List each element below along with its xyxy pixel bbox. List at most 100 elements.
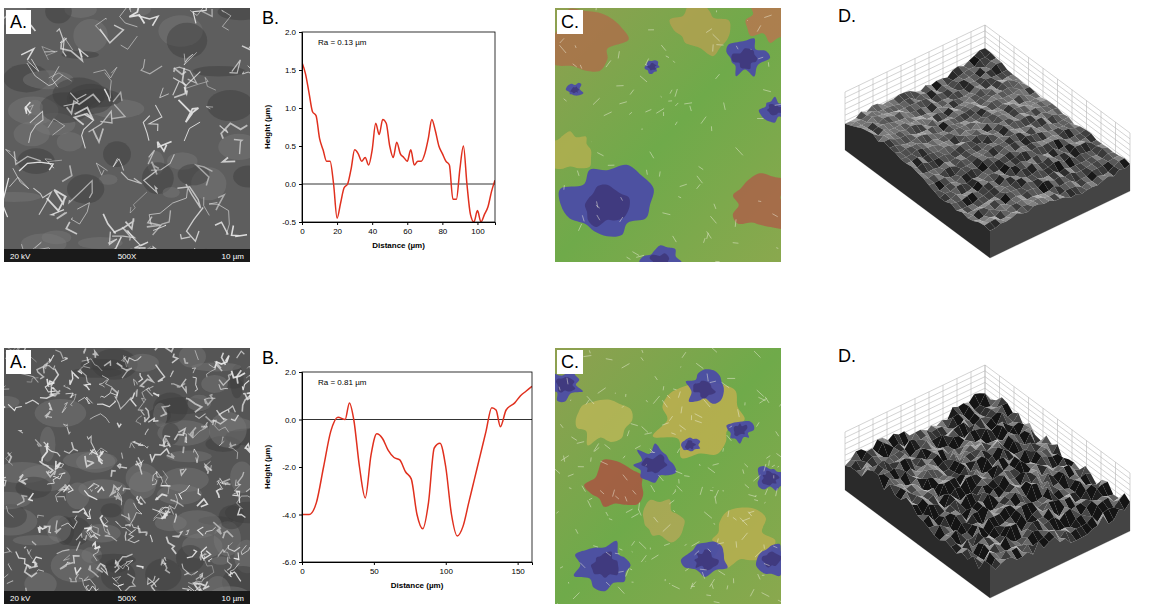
map-texture: [758, 201, 761, 203]
sem-ridge: [87, 509, 91, 519]
panel-letter-box: [557, 350, 583, 374]
map-texture: [646, 465, 647, 466]
sem-shade: [173, 510, 222, 538]
map-texture: [691, 415, 692, 420]
map-texture: [776, 431, 779, 436]
sem-ridge: [4, 548, 12, 553]
map-texture: [587, 396, 594, 404]
sem-ridge: [40, 387, 54, 398]
sem-shade: [103, 141, 131, 167]
sem-ridge: [100, 25, 124, 43]
sem-ridge: [182, 564, 189, 575]
sem-ridge: [149, 105, 162, 131]
map-texture: [648, 29, 654, 30]
sem-ridge: [136, 457, 142, 474]
map-texture: [662, 213, 670, 215]
map-low-core: [585, 184, 630, 227]
sem-ridge: [196, 575, 203, 579]
map-low-core: [731, 48, 757, 69]
surface-plot: [845, 25, 1130, 258]
sem-ridge: [209, 202, 229, 234]
sem-ridge: [113, 584, 123, 591]
map-texture: [642, 427, 648, 433]
sem-ridge: [144, 408, 149, 422]
map-low-region: [633, 444, 676, 483]
map-texture: [669, 583, 670, 584]
sem-ridge: [61, 516, 77, 529]
map-texture: [646, 400, 648, 402]
map-texture: [661, 45, 666, 51]
map-texture: [710, 216, 716, 223]
map-texture: [699, 464, 701, 466]
sem-ridge: [202, 9, 212, 16]
panel-letter: A.: [10, 12, 27, 32]
map-low-region: [555, 371, 583, 402]
sem-ridge: [118, 485, 122, 505]
sem-ridge: [19, 431, 23, 434]
map-texture: [586, 400, 589, 405]
sem-ridge: [34, 564, 37, 567]
sem-caption: 20 kV: [10, 594, 31, 603]
map-texture: [715, 261, 719, 262]
sem-ridge: [166, 537, 176, 554]
map-texture: [712, 44, 713, 51]
map-texture: [714, 602, 720, 603]
map-low-core: [591, 551, 619, 577]
sem-ridge: [193, 377, 198, 391]
sem-caption: 500X: [118, 252, 137, 261]
box-grid: [985, 71, 1130, 179]
sem-shade: [35, 399, 87, 427]
sem-shade: [126, 463, 159, 492]
map-texture: [569, 488, 571, 489]
sem-ridge: [6, 452, 13, 465]
map-texture: [776, 488, 778, 496]
map-texture: [773, 475, 774, 478]
map-texture: [716, 74, 720, 79]
map-texture: [639, 509, 642, 515]
sem-ridge: [47, 379, 54, 387]
sem-ridge: [123, 488, 130, 491]
sem-ridge: [232, 371, 245, 378]
map-texture: [597, 215, 600, 220]
sem-ridge: [112, 104, 125, 118]
map-texture: [764, 502, 765, 504]
sem-ridge: [181, 379, 186, 392]
sem-ridge: [6, 506, 13, 517]
sem-ridge: [49, 355, 54, 362]
map-texture: [645, 109, 651, 112]
sem-ridge: [207, 364, 216, 377]
box-grid: [985, 411, 1130, 519]
surface-facet: [1013, 82, 1024, 89]
sem-shade: [67, 174, 104, 203]
map-texture: [753, 475, 760, 481]
sem-ridge: [73, 556, 79, 564]
map-texture: [765, 397, 769, 403]
map-texture: [681, 406, 682, 413]
map-texture: [717, 538, 719, 542]
sem-ridge: [117, 363, 123, 367]
map-texture: [556, 512, 558, 514]
map-texture: [673, 510, 675, 512]
map-texture: [775, 104, 781, 105]
box-grid: [943, 443, 1088, 551]
map-texture: [664, 544, 670, 546]
map-texture: [577, 442, 584, 444]
sem-background: [4, 8, 250, 262]
map-texture: [654, 517, 658, 522]
sem-ridge: [70, 372, 79, 385]
map-texture: [623, 475, 627, 481]
surface-facet: [867, 111, 878, 116]
map-low-region: [758, 466, 781, 491]
map-texture: [560, 424, 563, 428]
sem-ridge: [184, 122, 200, 141]
sem-ridge: [238, 508, 246, 518]
sem-ridge: [184, 52, 197, 65]
map-texture: [573, 64, 577, 67]
map-low-region: [681, 438, 700, 452]
map-texture: [677, 486, 683, 492]
sem-caption: 500X: [118, 594, 137, 603]
map-texture: [743, 469, 744, 473]
map-texture: [733, 517, 737, 520]
map-texture: [627, 430, 629, 436]
sem-ridge: [78, 371, 82, 374]
